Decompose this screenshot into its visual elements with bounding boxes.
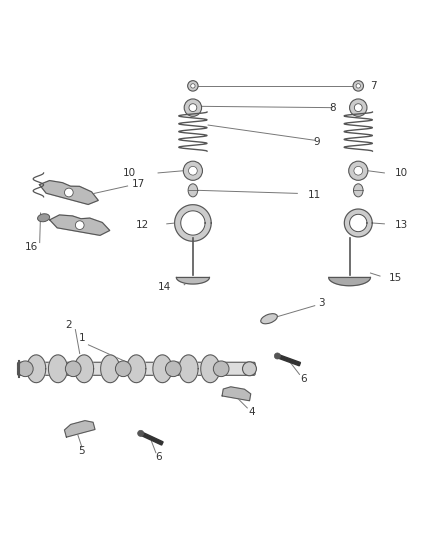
Polygon shape bbox=[181, 211, 205, 235]
Polygon shape bbox=[277, 354, 300, 366]
Polygon shape bbox=[127, 355, 146, 383]
Circle shape bbox=[274, 353, 280, 359]
Text: 10: 10 bbox=[395, 168, 408, 178]
Circle shape bbox=[116, 361, 131, 377]
Text: 1: 1 bbox=[78, 333, 85, 343]
Circle shape bbox=[213, 361, 229, 377]
Text: 3: 3 bbox=[318, 298, 325, 309]
Circle shape bbox=[354, 104, 362, 111]
Circle shape bbox=[138, 430, 144, 437]
Text: 8: 8 bbox=[330, 103, 336, 112]
FancyBboxPatch shape bbox=[18, 362, 255, 375]
Text: 13: 13 bbox=[395, 220, 408, 230]
Text: 9: 9 bbox=[314, 138, 320, 148]
Ellipse shape bbox=[38, 214, 49, 222]
Circle shape bbox=[356, 84, 360, 88]
Polygon shape bbox=[140, 432, 163, 445]
Polygon shape bbox=[175, 205, 211, 241]
Polygon shape bbox=[50, 215, 110, 236]
Ellipse shape bbox=[353, 184, 363, 197]
Text: 15: 15 bbox=[389, 273, 402, 283]
Text: 6: 6 bbox=[155, 452, 161, 462]
Text: 12: 12 bbox=[136, 220, 149, 230]
Circle shape bbox=[18, 361, 33, 377]
Ellipse shape bbox=[188, 184, 198, 197]
Text: 6: 6 bbox=[300, 374, 307, 384]
Polygon shape bbox=[177, 277, 209, 284]
Circle shape bbox=[353, 80, 364, 91]
Text: 11: 11 bbox=[308, 190, 321, 200]
Circle shape bbox=[189, 104, 197, 111]
Circle shape bbox=[188, 166, 197, 175]
Circle shape bbox=[65, 361, 81, 377]
Circle shape bbox=[184, 99, 201, 116]
Circle shape bbox=[64, 188, 73, 197]
Polygon shape bbox=[350, 214, 367, 232]
Polygon shape bbox=[49, 355, 67, 383]
Polygon shape bbox=[64, 421, 95, 437]
Circle shape bbox=[191, 84, 195, 88]
Polygon shape bbox=[201, 355, 220, 383]
Circle shape bbox=[354, 166, 363, 175]
Ellipse shape bbox=[261, 313, 277, 324]
Polygon shape bbox=[328, 277, 371, 286]
Circle shape bbox=[350, 99, 367, 116]
Circle shape bbox=[184, 161, 202, 180]
Polygon shape bbox=[344, 209, 372, 237]
Circle shape bbox=[166, 361, 181, 377]
Polygon shape bbox=[74, 355, 94, 383]
Circle shape bbox=[187, 80, 198, 91]
Polygon shape bbox=[27, 355, 46, 383]
Circle shape bbox=[349, 161, 368, 180]
Text: 2: 2 bbox=[66, 320, 72, 330]
Circle shape bbox=[75, 221, 84, 230]
Text: 14: 14 bbox=[158, 282, 171, 293]
Polygon shape bbox=[179, 355, 198, 383]
Polygon shape bbox=[39, 181, 98, 205]
Text: 4: 4 bbox=[248, 407, 255, 417]
Text: 7: 7 bbox=[370, 81, 377, 91]
Text: 16: 16 bbox=[25, 242, 38, 252]
Text: 17: 17 bbox=[132, 179, 145, 189]
Polygon shape bbox=[101, 355, 120, 383]
Polygon shape bbox=[222, 387, 251, 401]
Circle shape bbox=[243, 362, 256, 376]
Polygon shape bbox=[153, 355, 172, 383]
Text: 10: 10 bbox=[123, 168, 136, 178]
Text: 5: 5 bbox=[78, 447, 85, 456]
